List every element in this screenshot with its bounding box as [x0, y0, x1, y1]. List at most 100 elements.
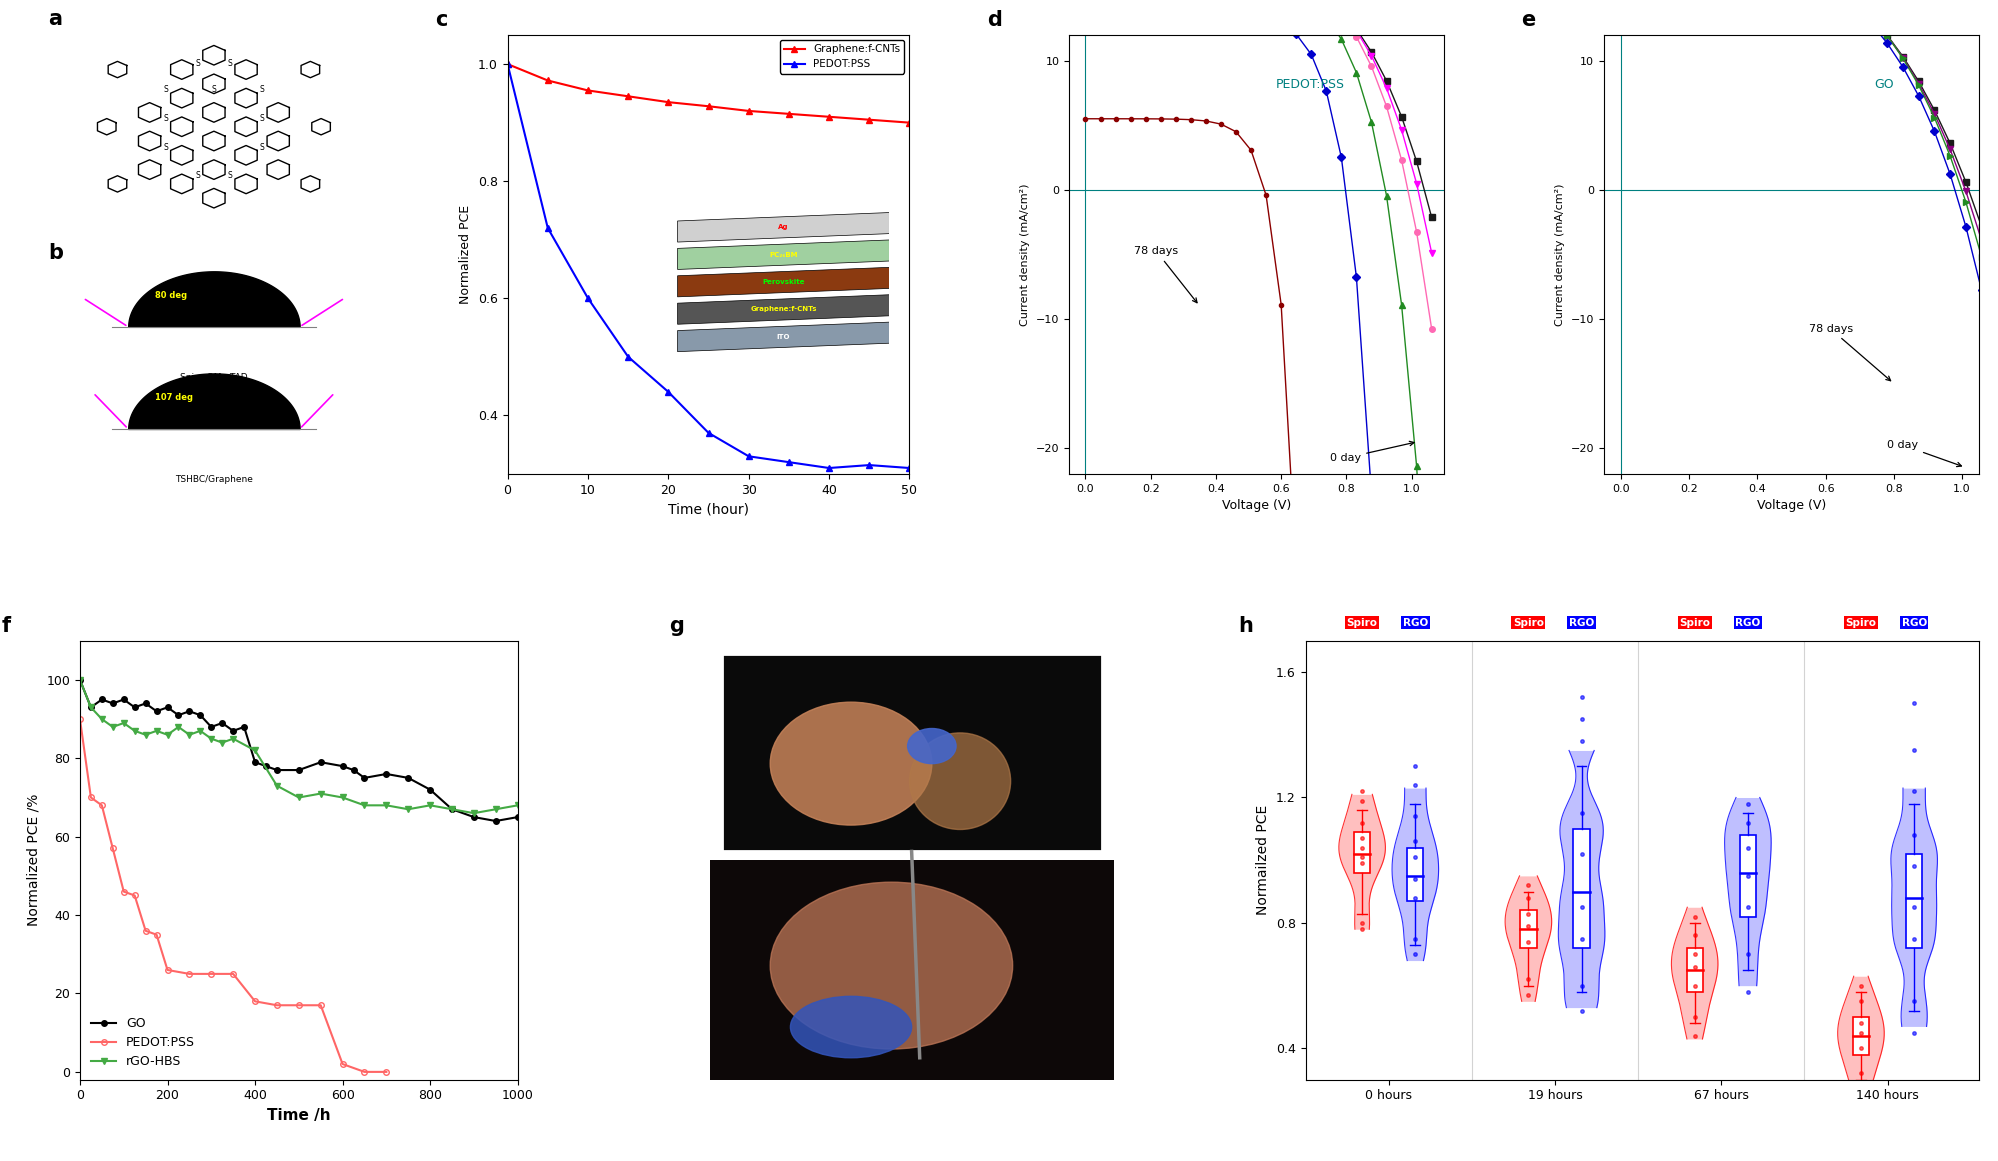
PEDOT:PSS: [178, 967, 202, 981]
GO: [90, 692, 114, 706]
Text: 78 days: 78 days: [1133, 246, 1197, 303]
rGO-HBS: [134, 728, 158, 742]
Text: 0 day: 0 day: [1886, 440, 1960, 467]
Bar: [1852, 1017, 1868, 1054]
PEDOT:PSS: [817, 461, 841, 475]
rGO-HBS: [396, 802, 420, 816]
GO: [232, 720, 256, 734]
rGO-HBS: [418, 799, 442, 813]
GO: [156, 700, 180, 714]
Text: Spiro: Spiro: [1512, 618, 1542, 628]
GO: [222, 724, 246, 738]
PEDOT:PSS: [244, 994, 268, 1008]
rGO-HBS: [244, 743, 268, 757]
X-axis label: Time (hour): Time (hour): [667, 503, 749, 517]
Bar: [1686, 949, 1702, 991]
Bar: [1520, 910, 1536, 949]
PEDOT:PSS: [286, 998, 310, 1012]
PEDOT:PSS: [695, 426, 719, 440]
Text: Spiro: Spiro: [1347, 618, 1377, 628]
Text: RGO: RGO: [1900, 618, 1926, 628]
GO: [505, 810, 529, 824]
PEDOT:PSS: [90, 799, 114, 813]
rGO-HBS: [144, 724, 168, 738]
Graphene:f-CNTs: [615, 89, 639, 103]
Text: 0 day: 0 day: [1329, 441, 1413, 463]
Text: RGO: RGO: [1734, 618, 1760, 628]
PEDOT:PSS: [352, 1065, 376, 1079]
rGO-HBS: [266, 779, 290, 793]
GO: [244, 756, 268, 770]
GO: [100, 697, 124, 711]
Text: Spiro: Spiro: [1844, 618, 1876, 628]
PEDOT:PSS: [156, 962, 180, 976]
PEDOT:PSS: [737, 449, 761, 463]
Text: S: S: [228, 171, 232, 180]
Bar: [1738, 835, 1754, 917]
PEDOT:PSS: [615, 349, 639, 363]
PEDOT:PSS: [100, 842, 124, 856]
rGO-HBS: [166, 720, 190, 734]
PEDOT:PSS: [78, 791, 102, 805]
PEDOT:PSS: [777, 455, 801, 469]
GO: [68, 673, 92, 687]
Text: S: S: [260, 114, 264, 123]
Text: S: S: [196, 171, 200, 180]
GO: [484, 814, 507, 828]
PEDOT:PSS: [134, 924, 158, 938]
PEDOT:PSS: [655, 385, 679, 399]
Text: a: a: [48, 8, 62, 29]
Line: PEDOT:PSS: PEDOT:PSS: [505, 62, 911, 471]
rGO-HBS: [462, 806, 486, 820]
GO: [144, 705, 168, 719]
Bar: [1904, 854, 1922, 949]
GO: [188, 708, 212, 722]
Text: S: S: [260, 86, 264, 94]
PEDOT:PSS: [897, 461, 921, 475]
PEDOT:PSS: [222, 967, 246, 981]
Y-axis label: Normalized PCE: Normalized PCE: [460, 204, 472, 304]
PEDOT:PSS: [330, 1057, 354, 1070]
Ellipse shape: [907, 728, 955, 764]
Text: h: h: [1237, 616, 1253, 636]
Text: c: c: [436, 10, 448, 30]
Text: 80 deg: 80 deg: [156, 291, 188, 301]
Text: GO: GO: [1872, 78, 1892, 91]
Bar: [1407, 848, 1423, 901]
rGO-HBS: [330, 791, 354, 805]
GO: [210, 716, 234, 730]
PEDOT:PSS: [200, 967, 224, 981]
rGO-HBS: [308, 787, 332, 801]
Graphene:f-CNTs: [496, 57, 519, 71]
GO: [286, 763, 310, 777]
Text: RGO: RGO: [1568, 618, 1594, 628]
GO: [112, 692, 136, 706]
GO: [342, 763, 366, 777]
rGO-HBS: [210, 736, 234, 750]
PEDOT:PSS: [374, 1065, 398, 1079]
Text: b: b: [48, 244, 62, 264]
X-axis label: Voltage (V): Voltage (V): [1756, 499, 1826, 512]
GO: [134, 697, 158, 711]
GO: [440, 802, 464, 816]
PEDOT:PSS: [266, 998, 290, 1012]
rGO-HBS: [78, 700, 102, 714]
Text: 78 days: 78 days: [1808, 324, 1890, 381]
PEDOT:PSS: [112, 885, 136, 899]
Text: 107 deg: 107 deg: [156, 394, 194, 403]
Text: d: d: [987, 10, 1001, 30]
FancyBboxPatch shape: [721, 654, 1101, 851]
rGO-HBS: [112, 716, 136, 730]
Y-axis label: Normailzed PCE: Normailzed PCE: [1255, 805, 1269, 915]
GO: [78, 700, 102, 714]
Ellipse shape: [769, 702, 931, 825]
Text: S: S: [260, 143, 264, 152]
Text: Spiro: Spiro: [1678, 618, 1710, 628]
Text: f: f: [2, 616, 10, 636]
Text: RGO: RGO: [1403, 618, 1427, 628]
Line: Graphene:f-CNTs: Graphene:f-CNTs: [505, 62, 911, 125]
GO: [330, 759, 354, 773]
rGO-HBS: [100, 720, 124, 734]
Y-axis label: Current density (mA/cm²): Current density (mA/cm²): [1554, 183, 1564, 325]
Text: PEDOT:PSS: PEDOT:PSS: [1275, 78, 1345, 91]
